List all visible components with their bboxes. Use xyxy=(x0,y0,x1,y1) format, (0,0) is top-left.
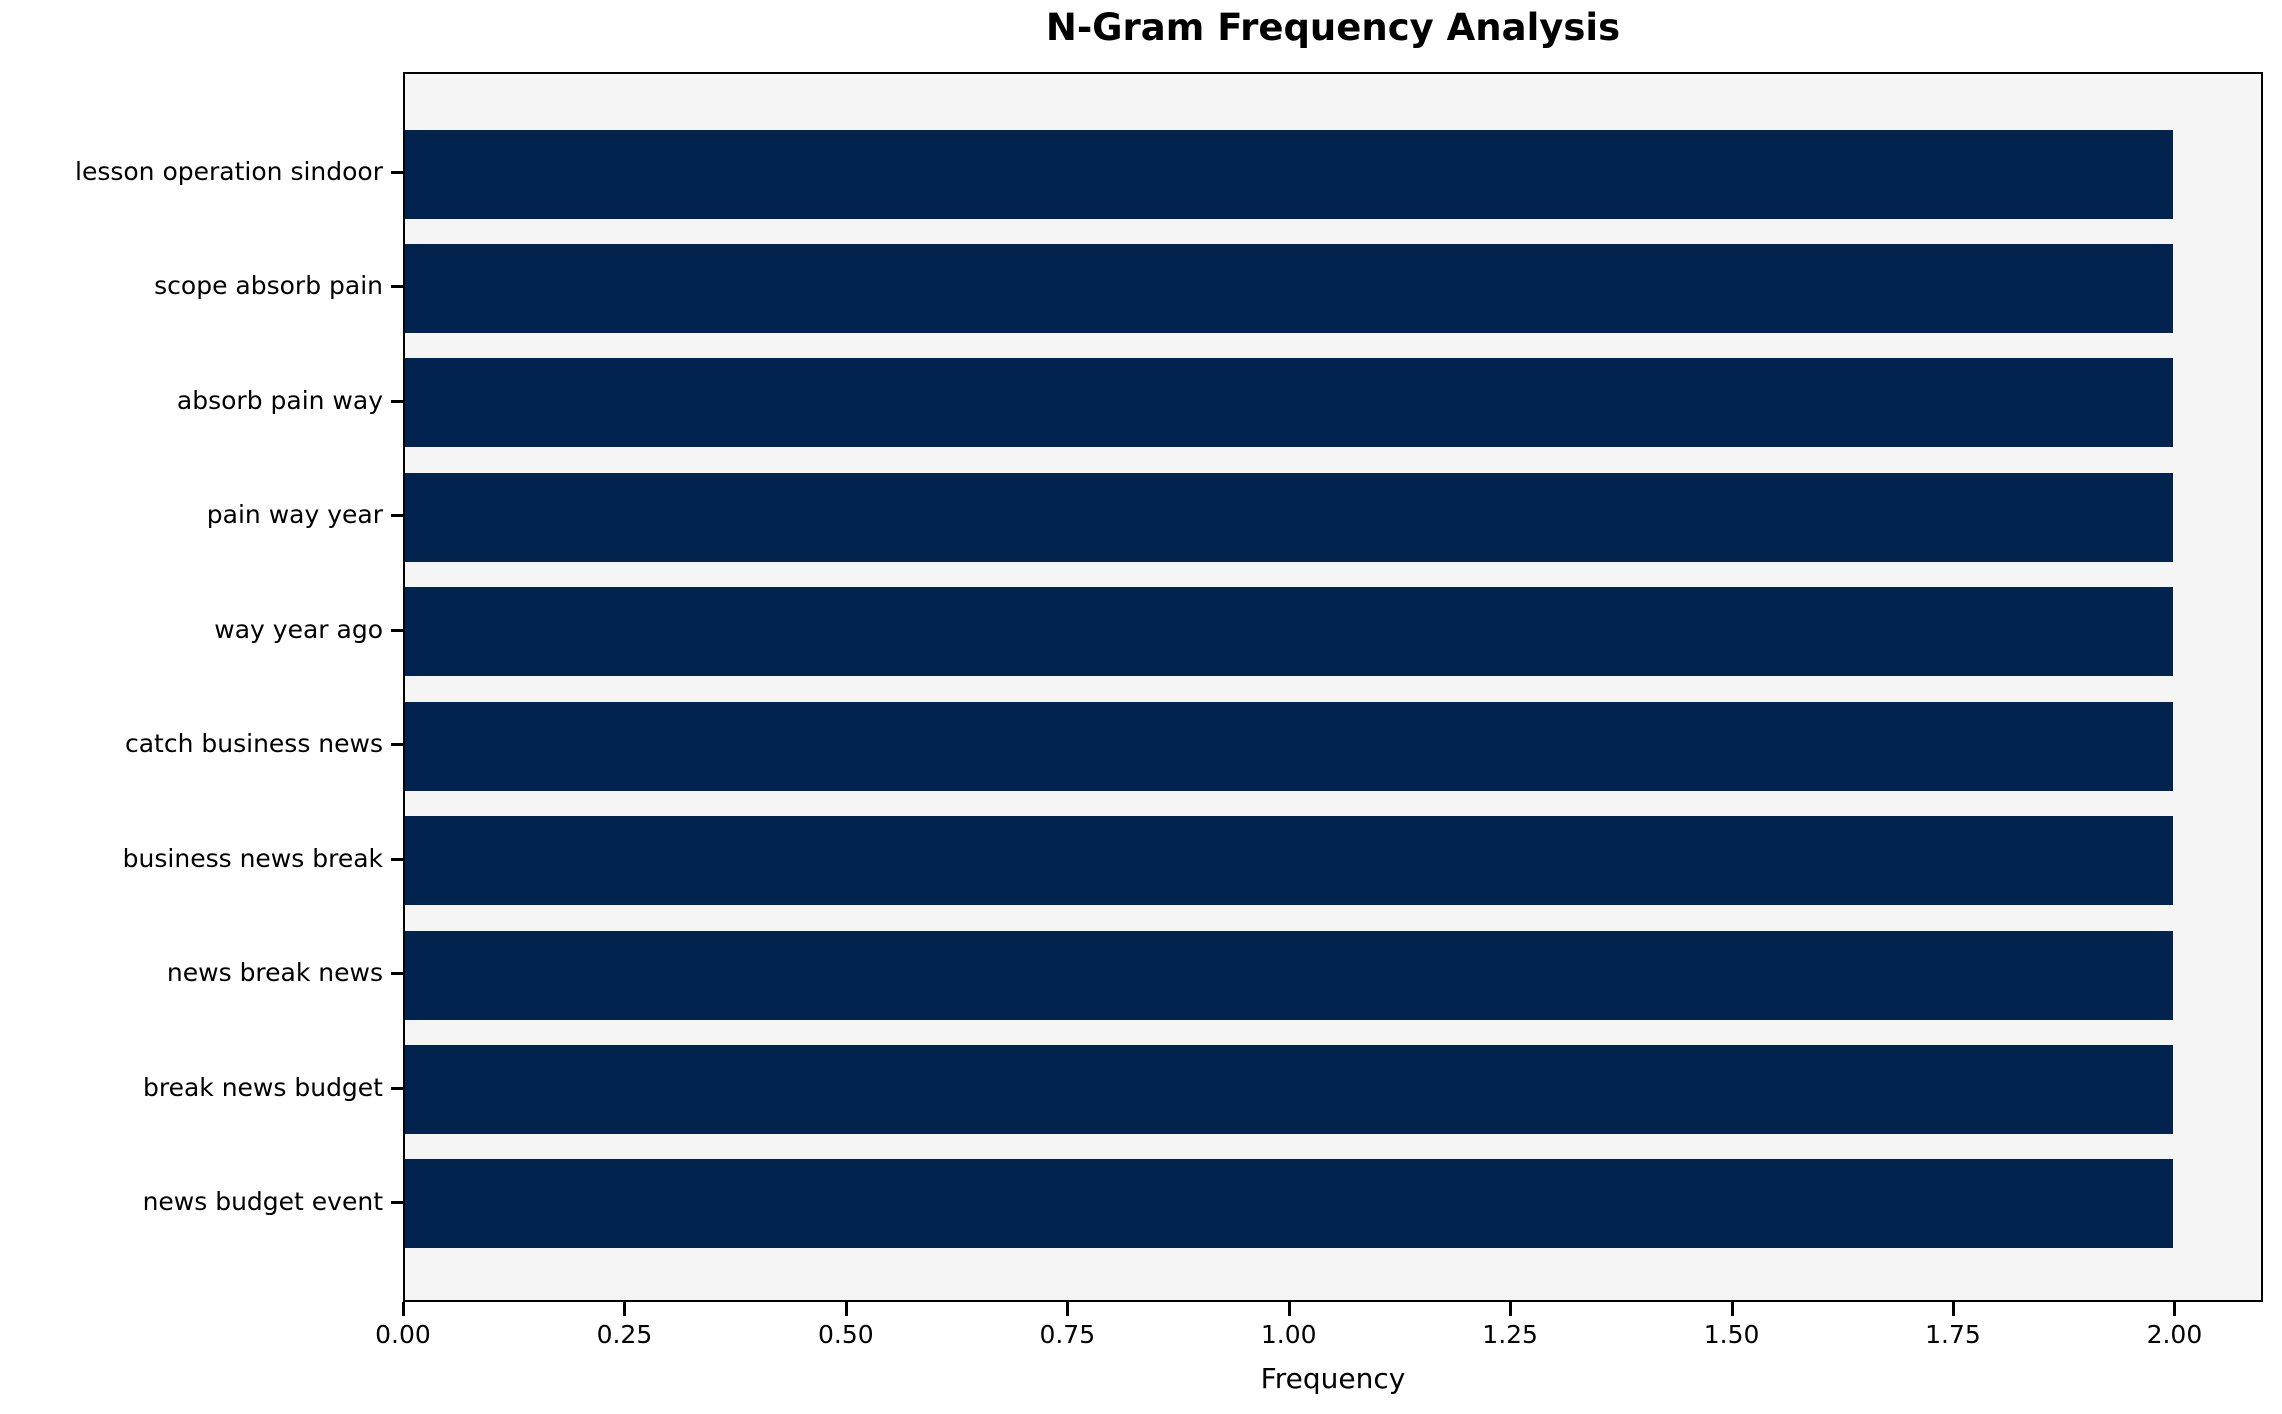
x-tick-label: 0.25 xyxy=(596,1320,653,1349)
y-tick-mark xyxy=(391,285,403,289)
y-tick-label: lesson operation sindoor xyxy=(75,157,383,186)
y-tick-label: pain way year xyxy=(206,500,383,530)
bar xyxy=(405,816,2173,906)
y-tick-label: news break news xyxy=(166,958,383,988)
y-tick-mark xyxy=(391,399,403,403)
x-tick-mark xyxy=(623,1302,627,1316)
x-tick-mark xyxy=(1287,1302,1291,1316)
plot-area xyxy=(403,72,2263,1302)
bar xyxy=(405,129,2173,219)
y-tick-mark xyxy=(391,972,403,976)
y-tick-mark xyxy=(391,171,403,174)
y-tick-label: scope absorb pain xyxy=(154,271,383,301)
bar xyxy=(405,930,2173,1020)
y-tick-label: way year ago xyxy=(214,614,383,644)
x-tick-label: 0.75 xyxy=(1039,1320,1096,1349)
y-axis: lesson operation sindoor scope absorb pai… xyxy=(0,0,403,1414)
y-tick-mark xyxy=(391,857,403,861)
chart-title: N-Gram Frequency Analysis xyxy=(1045,6,1621,49)
y-tick-label: business news break xyxy=(122,843,383,873)
x-tick-label: 0.50 xyxy=(818,1320,874,1349)
y-tick-mark xyxy=(391,628,403,632)
bar xyxy=(405,472,2173,562)
y-tick-label: news budget event xyxy=(142,1186,383,1216)
x-tick-mark xyxy=(844,1302,848,1316)
y-tick-mark xyxy=(391,743,403,747)
x-axis-title: Frequency xyxy=(1260,1362,1406,1395)
bar xyxy=(405,358,2173,448)
bar xyxy=(405,1159,2173,1249)
x-tick-label: 1.25 xyxy=(1482,1320,1538,1349)
y-tick-mark xyxy=(391,514,403,518)
x-tick-label: 1.50 xyxy=(1703,1320,1760,1349)
bar xyxy=(405,1045,2173,1135)
x-tick-label: 1.00 xyxy=(1260,1320,1317,1349)
y-tick-label: absorb pain way xyxy=(176,385,383,415)
y-tick-mark xyxy=(391,1200,403,1204)
x-tick-mark xyxy=(1509,1302,1513,1316)
y-tick-label: break news budget xyxy=(142,1072,383,1102)
y-tick-label: catch business news xyxy=(124,729,383,759)
x-tick-mark xyxy=(1730,1302,1734,1316)
x-tick-mark xyxy=(2173,1302,2177,1316)
x-tick-label: 1.75 xyxy=(1925,1320,1981,1349)
bar xyxy=(405,701,2173,791)
bar xyxy=(405,243,2173,333)
bar xyxy=(405,587,2173,677)
x-tick-mark xyxy=(1952,1302,1955,1316)
x-tick-label: 2.00 xyxy=(2146,1320,2203,1349)
y-tick-mark xyxy=(391,1086,403,1090)
x-tick-mark xyxy=(1066,1302,1070,1316)
